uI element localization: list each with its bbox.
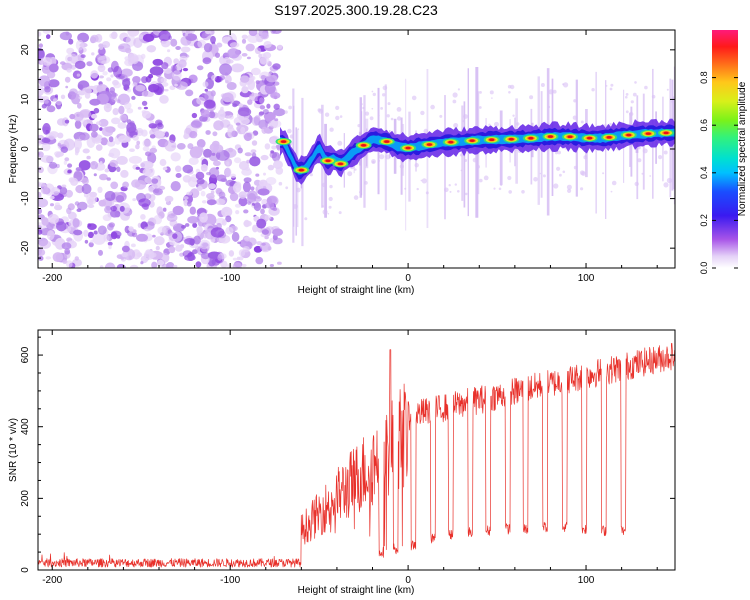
colorbar-label: Normalized spectral amplitude — [737, 81, 748, 216]
spectrogram-y-tick-label: -20 — [20, 241, 31, 256]
spectrogram-x-label: Height of straight line (km) — [298, 285, 415, 296]
spectrogram-x-tick-label: 100 — [578, 273, 595, 284]
snr-x-tick-label: -200 — [42, 575, 62, 586]
snr-y-tick-label: 0 — [20, 567, 31, 573]
snr-y-tick-label: 400 — [20, 418, 31, 435]
spectrogram-x-tick-label: 0 — [405, 273, 411, 284]
spectrogram-y-tick-label: 20 — [20, 44, 31, 56]
colorbar-tick-label: 0.6 — [699, 119, 709, 132]
snr-y-tick-label: 200 — [20, 490, 31, 507]
snr-x-label: Height of straight line (km) — [298, 585, 415, 596]
snr-x-tick-label: -100 — [220, 575, 240, 586]
figure-title: S197.2025.300.19.28.C23 — [274, 2, 438, 18]
figure-canvas: S197.2025.300.19.28.C23 -200 -100 0 100-20-… — [0, 0, 750, 600]
colorbar: 0.0 0.2 0.4 0.6 0.8 Normalized spectral ampl… — [699, 30, 748, 274]
colorbar-tick-label: 0.0 — [699, 262, 709, 275]
spectrogram-y-tick-label: -10 — [20, 191, 31, 206]
colorbar-tick-label: 0.4 — [699, 167, 709, 180]
figure: S197.2025.300.19.28.C23 -200 -100 0 100 -20-… — [0, 0, 750, 600]
colorbar-tick-label: 0.2 — [699, 214, 709, 227]
spectrogram-y-tick-label: 10 — [20, 93, 31, 105]
spectrogram-y-tick-label: 0 — [20, 146, 31, 152]
snr-plot-area — [38, 330, 675, 570]
spectrogram-y-label: Frequency (Hz) — [8, 115, 19, 184]
snr-y-label: SNR (10 * v/v) — [8, 418, 19, 482]
spectrogram-x-tick-label: -100 — [220, 273, 240, 284]
colorbar-tick-label: 0.8 — [699, 71, 709, 84]
snr-y-tick-label: 600 — [20, 346, 31, 363]
snr-x-tick-label: 100 — [578, 575, 595, 586]
colorbar-gradient — [712, 30, 738, 268]
spectrogram-x-tick-label: -200 — [42, 273, 62, 284]
